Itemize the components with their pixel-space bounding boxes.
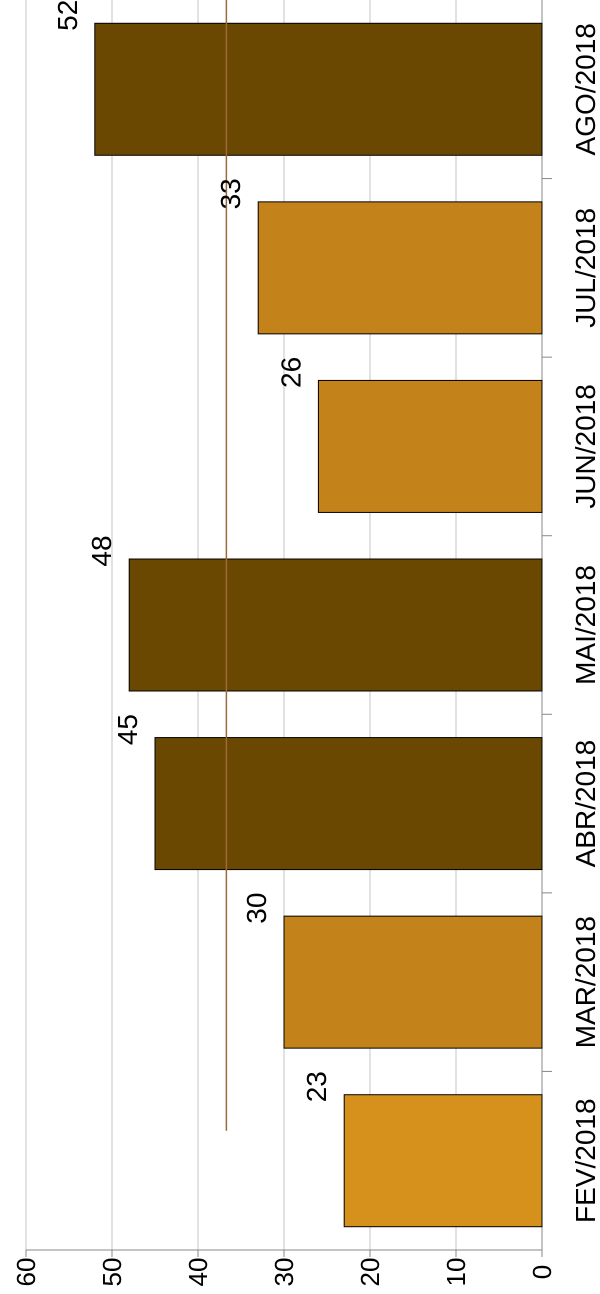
category-label: AGO/2018 xyxy=(570,23,600,155)
category-label: ABR/2018 xyxy=(570,740,600,868)
data-label: 23 xyxy=(301,1071,332,1102)
value-tick-label: 40 xyxy=(183,1258,213,1287)
data-label: 52 xyxy=(52,0,83,31)
bar xyxy=(343,1094,543,1228)
category-label: FEV/2018 xyxy=(570,1098,600,1223)
bar xyxy=(128,558,543,692)
value-tick-label: 60 xyxy=(11,1258,41,1287)
category-label: JUL/2018 xyxy=(570,208,600,328)
value-tick-label: 50 xyxy=(97,1258,127,1287)
category-label: JUN/2018 xyxy=(570,384,600,509)
bar xyxy=(317,379,543,513)
labels: 0 10 20 30 40 50 60 23 FEV/2018 30 MAR/2018 45 ABR/2… xyxy=(11,0,600,1286)
bar xyxy=(257,201,543,335)
data-label: 33 xyxy=(215,178,246,209)
bar xyxy=(154,737,543,871)
bars xyxy=(94,22,543,1228)
bar xyxy=(94,22,543,156)
data-label: 45 xyxy=(112,714,143,745)
data-label: 30 xyxy=(241,893,272,924)
value-tick-label: 10 xyxy=(441,1258,471,1287)
category-label: MAR/2018 xyxy=(570,916,600,1048)
value-tick-label: 20 xyxy=(355,1258,385,1287)
value-tick-label: 0 xyxy=(527,1265,557,1279)
category-label: MAI/2018 xyxy=(570,565,600,685)
bar xyxy=(283,915,543,1049)
data-label: 26 xyxy=(275,357,306,388)
value-tick-label: 30 xyxy=(269,1258,299,1287)
data-label: 48 xyxy=(86,535,117,566)
